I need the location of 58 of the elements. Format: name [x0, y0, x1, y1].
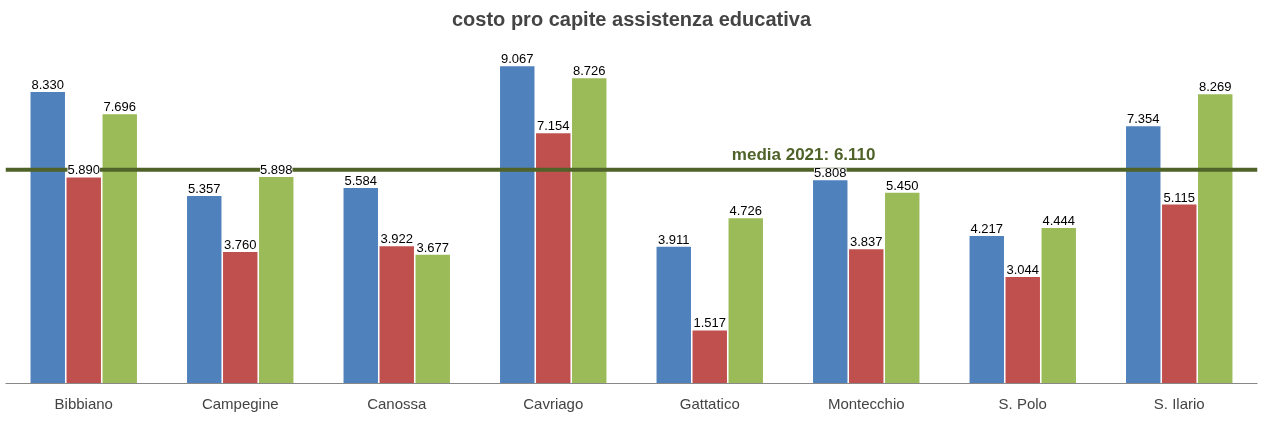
bar — [692, 330, 727, 384]
bar — [1162, 204, 1197, 384]
bar — [415, 254, 450, 384]
bar — [343, 188, 378, 384]
data-label: 7.696 — [103, 99, 137, 115]
data-label: 4.726 — [729, 203, 763, 219]
x-tick-label: Montecchio — [827, 394, 905, 412]
x-tick-label: Cavriago — [523, 394, 584, 412]
data-label: 3.760 — [223, 236, 257, 252]
bar — [1041, 228, 1076, 384]
bar — [500, 66, 535, 384]
ref-line-label: media 2021: 6.110 — [731, 144, 876, 164]
data-label: 3.044 — [1006, 261, 1040, 277]
bar — [1198, 94, 1233, 384]
data-label: 4.217 — [970, 220, 1004, 236]
x-tick-label: Bibbiano — [54, 394, 113, 412]
data-label: 5.357 — [187, 181, 221, 197]
data-label: 1.517 — [693, 315, 727, 331]
data-label: 3.922 — [380, 231, 414, 247]
data-label: 8.726 — [572, 63, 606, 79]
bar — [1126, 126, 1161, 384]
data-label: 3.911 — [657, 231, 690, 247]
bar — [656, 246, 691, 384]
data-label: 5.450 — [885, 177, 919, 193]
x-tick-label: Gattatico — [679, 394, 740, 412]
data-label: 5.808 — [813, 165, 847, 181]
bar — [379, 246, 414, 384]
data-label: 3.837 — [849, 234, 883, 250]
data-label: 8.269 — [1198, 79, 1232, 95]
data-label: 8.330 — [31, 77, 65, 93]
bar — [969, 235, 1004, 384]
data-label: 3.677 — [416, 239, 450, 255]
x-tick-label: S. Polo — [998, 394, 1047, 412]
bar — [66, 177, 101, 384]
bar — [813, 180, 848, 384]
data-label: 7.154 — [536, 118, 570, 134]
data-label: 5.584 — [344, 173, 378, 189]
bar — [885, 192, 920, 384]
data-label: 9.067 — [500, 51, 534, 67]
bar — [30, 92, 65, 384]
bar — [849, 249, 884, 384]
data-label: 4.444 — [1042, 213, 1076, 228]
bar — [1005, 276, 1040, 384]
data-label: 7.354 — [1126, 111, 1160, 127]
data-label: 5.898 — [259, 162, 293, 178]
bar — [536, 133, 571, 384]
bar — [102, 114, 137, 384]
chart-title: costo pro capite assistenza educativa — [451, 7, 812, 30]
bar — [223, 251, 258, 384]
x-tick-label: S. Ilario — [1153, 394, 1205, 412]
bar — [572, 78, 607, 384]
data-label: 5.890 — [67, 162, 101, 178]
x-tick-label: Canossa — [367, 394, 428, 412]
bar — [187, 196, 222, 384]
x-tick-label: Campegine — [201, 394, 279, 412]
bar — [728, 218, 763, 384]
data-label: 5.115 — [1163, 189, 1196, 205]
bar — [259, 177, 294, 384]
